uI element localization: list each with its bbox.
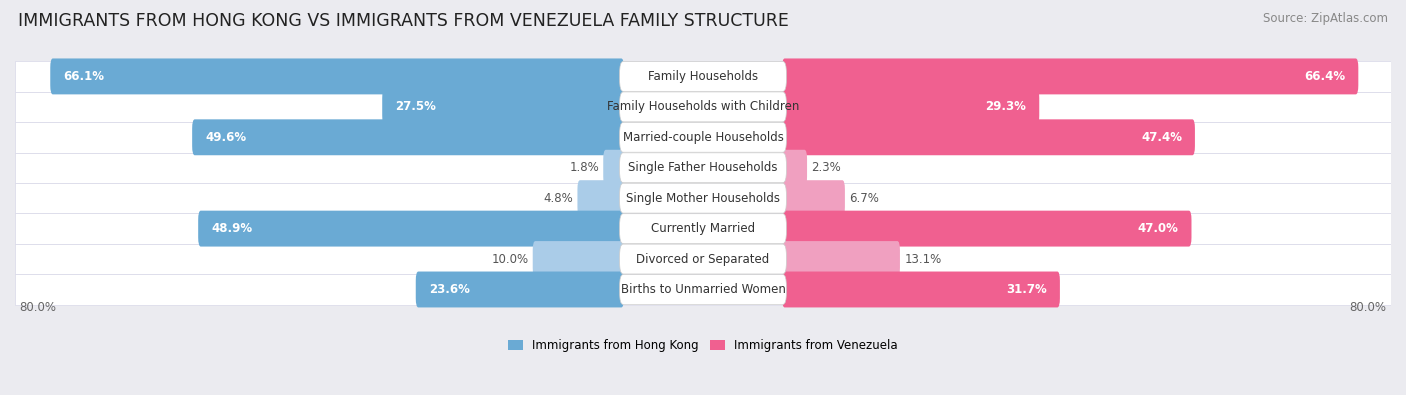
Text: 47.0%: 47.0%	[1137, 222, 1178, 235]
Text: 66.4%: 66.4%	[1305, 70, 1346, 83]
Bar	[15, 92, 1391, 122]
Text: 80.0%: 80.0%	[20, 301, 56, 314]
Bar	[15, 61, 1391, 92]
FancyBboxPatch shape	[782, 241, 900, 277]
FancyBboxPatch shape	[782, 58, 1358, 94]
FancyBboxPatch shape	[51, 58, 624, 94]
Text: Family Households: Family Households	[648, 70, 758, 83]
Text: 1.8%: 1.8%	[569, 161, 599, 174]
Text: Divorced or Separated: Divorced or Separated	[637, 252, 769, 265]
Text: 47.4%: 47.4%	[1142, 131, 1182, 144]
FancyBboxPatch shape	[533, 241, 624, 277]
FancyBboxPatch shape	[603, 150, 624, 186]
FancyBboxPatch shape	[620, 62, 786, 91]
FancyBboxPatch shape	[620, 244, 786, 274]
Bar	[15, 152, 1391, 183]
Text: IMMIGRANTS FROM HONG KONG VS IMMIGRANTS FROM VENEZUELA FAMILY STRUCTURE: IMMIGRANTS FROM HONG KONG VS IMMIGRANTS …	[18, 12, 789, 30]
FancyBboxPatch shape	[620, 92, 786, 122]
Text: 13.1%: 13.1%	[904, 252, 942, 265]
Text: Births to Unmarried Women: Births to Unmarried Women	[620, 283, 786, 296]
Text: 80.0%: 80.0%	[1350, 301, 1386, 314]
Text: 31.7%: 31.7%	[1007, 283, 1047, 296]
Bar	[15, 213, 1391, 244]
Bar	[15, 122, 1391, 152]
FancyBboxPatch shape	[782, 180, 845, 216]
Text: Single Mother Households: Single Mother Households	[626, 192, 780, 205]
Text: 27.5%: 27.5%	[395, 100, 436, 113]
FancyBboxPatch shape	[578, 180, 624, 216]
Legend: Immigrants from Hong Kong, Immigrants from Venezuela: Immigrants from Hong Kong, Immigrants fr…	[503, 335, 903, 357]
Text: Family Households with Children: Family Households with Children	[607, 100, 799, 113]
FancyBboxPatch shape	[416, 271, 624, 307]
Text: 10.0%: 10.0%	[491, 252, 529, 265]
Bar	[15, 274, 1391, 305]
FancyBboxPatch shape	[782, 119, 1195, 155]
FancyBboxPatch shape	[782, 89, 1039, 125]
Text: 29.3%: 29.3%	[986, 100, 1026, 113]
Text: Source: ZipAtlas.com: Source: ZipAtlas.com	[1263, 12, 1388, 25]
Text: Single Father Households: Single Father Households	[628, 161, 778, 174]
Text: 23.6%: 23.6%	[429, 283, 470, 296]
Text: 2.3%: 2.3%	[811, 161, 841, 174]
FancyBboxPatch shape	[193, 119, 624, 155]
FancyBboxPatch shape	[620, 275, 786, 305]
Text: 66.1%: 66.1%	[63, 70, 104, 83]
Text: 6.7%: 6.7%	[849, 192, 879, 205]
FancyBboxPatch shape	[782, 211, 1191, 246]
Text: Currently Married: Currently Married	[651, 222, 755, 235]
Text: 4.8%: 4.8%	[543, 192, 574, 205]
Text: 49.6%: 49.6%	[205, 131, 246, 144]
Text: 48.9%: 48.9%	[211, 222, 252, 235]
FancyBboxPatch shape	[382, 89, 624, 125]
FancyBboxPatch shape	[782, 271, 1060, 307]
FancyBboxPatch shape	[620, 214, 786, 244]
Bar	[15, 183, 1391, 213]
FancyBboxPatch shape	[620, 122, 786, 152]
FancyBboxPatch shape	[198, 211, 624, 246]
FancyBboxPatch shape	[620, 183, 786, 213]
Text: Married-couple Households: Married-couple Households	[623, 131, 783, 144]
Bar	[15, 244, 1391, 274]
FancyBboxPatch shape	[782, 150, 807, 186]
FancyBboxPatch shape	[620, 153, 786, 182]
